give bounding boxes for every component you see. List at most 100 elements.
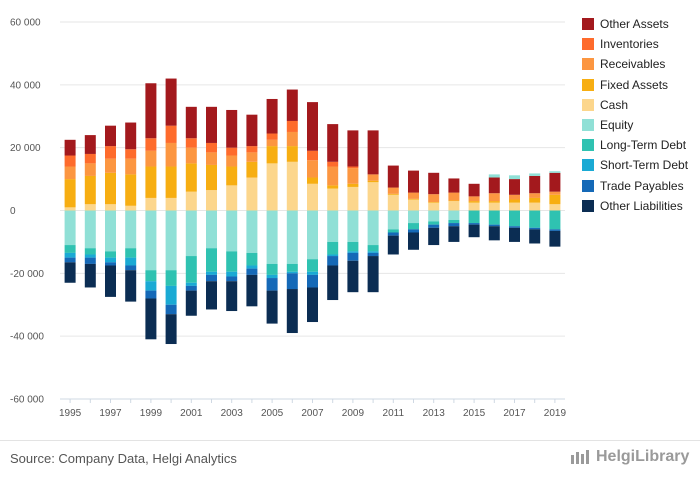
bar-inventories[interactable] xyxy=(185,138,197,148)
bar-fixed-assets[interactable] xyxy=(408,198,419,200)
bar-equity[interactable] xyxy=(206,210,217,249)
bar-trade-payables[interactable] xyxy=(105,262,116,266)
legend-item[interactable]: Equity xyxy=(582,115,700,135)
bar-other-liabilities[interactable] xyxy=(165,314,177,345)
bar-cash[interactable] xyxy=(145,197,157,211)
bar-fixed-assets[interactable] xyxy=(125,174,137,206)
bar-fixed-assets[interactable] xyxy=(145,166,157,198)
bar-other-liabilities[interactable] xyxy=(185,290,197,316)
bar-equity[interactable] xyxy=(387,210,399,230)
bar-fixed-assets[interactable] xyxy=(387,193,399,195)
bar-short-term-debt[interactable] xyxy=(206,271,217,275)
bar-trade-payables[interactable] xyxy=(226,276,238,282)
bar-long-term-debt[interactable] xyxy=(448,219,460,224)
bar-fixed-assets[interactable] xyxy=(488,201,500,203)
bar-receivables[interactable] xyxy=(387,187,399,194)
bar-equity[interactable] xyxy=(246,210,258,253)
bar-cash[interactable] xyxy=(64,207,76,211)
bar-equity[interactable] xyxy=(64,210,76,246)
legend-item[interactable]: Cash xyxy=(582,95,700,115)
bar-receivables[interactable] xyxy=(206,152,217,165)
bar-other-liabilities[interactable] xyxy=(549,230,561,247)
bar-fixed-assets[interactable] xyxy=(206,164,217,191)
bar-cash[interactable] xyxy=(286,161,298,211)
bar-short-term-debt[interactable] xyxy=(145,281,157,291)
bar-cash[interactable] xyxy=(226,185,238,211)
bar-short-term-debt[interactable] xyxy=(226,271,238,277)
bar-inventories[interactable] xyxy=(327,161,339,167)
bar-receivables[interactable] xyxy=(468,196,480,202)
bar-other-liabilities[interactable] xyxy=(145,298,157,340)
bar-long-term-debt[interactable] xyxy=(307,259,318,272)
bar-long-term-debt[interactable] xyxy=(347,241,359,252)
bar-other-liabilities[interactable] xyxy=(327,265,339,301)
bar-other-assets[interactable] xyxy=(468,183,480,197)
bar-short-term-debt[interactable] xyxy=(64,252,76,258)
bar-receivables[interactable] xyxy=(408,192,419,199)
bar-cash[interactable] xyxy=(387,194,399,211)
bar-other-liabilities[interactable] xyxy=(367,256,379,293)
bar-receivables[interactable] xyxy=(84,163,96,176)
bar-cash[interactable] xyxy=(408,199,419,211)
bar-equity[interactable] xyxy=(185,210,197,257)
bar-cash[interactable] xyxy=(185,191,197,211)
bar-receivables[interactable] xyxy=(529,193,541,198)
bar-receivables[interactable] xyxy=(286,131,298,147)
bar-long-term-debt[interactable] xyxy=(387,229,399,233)
bar-receivables[interactable] xyxy=(488,193,500,202)
bar-other-assets[interactable] xyxy=(549,172,561,192)
bar-fixed-assets[interactable] xyxy=(266,146,278,164)
bar-inventories[interactable] xyxy=(165,125,177,143)
bar-long-term-debt[interactable] xyxy=(84,248,96,255)
bar-inventories[interactable] xyxy=(84,153,96,164)
legend-item[interactable]: Long-Term Debt xyxy=(582,135,700,155)
bar-inventories[interactable] xyxy=(307,150,318,161)
bar-trade-payables[interactable] xyxy=(64,257,76,263)
bar-trade-payables[interactable] xyxy=(165,304,177,315)
bar-trade-payables[interactable] xyxy=(488,224,500,227)
bar-trade-payables[interactable] xyxy=(307,274,318,288)
bar-fixed-assets[interactable] xyxy=(367,180,379,183)
bar-long-term-debt[interactable] xyxy=(529,210,541,228)
bar-short-term-debt[interactable] xyxy=(185,282,197,286)
bar-trade-payables[interactable] xyxy=(266,278,278,291)
bar-receivables[interactable] xyxy=(64,166,76,180)
bar-long-term-debt[interactable] xyxy=(408,223,419,230)
bar-cash[interactable] xyxy=(206,190,217,211)
bar-receivables[interactable] xyxy=(226,155,238,167)
bar-trade-payables[interactable] xyxy=(408,229,419,233)
bar-inventories[interactable] xyxy=(125,149,137,159)
bar-fixed-assets[interactable] xyxy=(509,199,520,203)
bar-cash[interactable] xyxy=(266,163,278,211)
bar-receivables[interactable] xyxy=(145,150,157,167)
bar-receivables[interactable] xyxy=(428,194,440,203)
bar-cash[interactable] xyxy=(327,188,339,211)
bar-trade-payables[interactable] xyxy=(286,273,298,290)
bar-inventories[interactable] xyxy=(246,146,258,153)
bar-other-assets[interactable] xyxy=(347,130,359,167)
bar-fixed-assets[interactable] xyxy=(347,183,359,187)
bar-trade-payables[interactable] xyxy=(347,252,359,261)
bar-other-liabilities[interactable] xyxy=(286,289,298,334)
bar-trade-payables[interactable] xyxy=(529,227,541,230)
bar-other-liabilities[interactable] xyxy=(64,262,76,283)
bar-fixed-assets[interactable] xyxy=(468,201,480,203)
bar-long-term-debt[interactable] xyxy=(125,248,137,258)
bar-fixed-assets[interactable] xyxy=(165,166,177,198)
bar-equity[interactable] xyxy=(307,210,318,260)
bar-equity[interactable] xyxy=(286,210,298,264)
bar-equity[interactable] xyxy=(367,210,379,246)
bar-receivables[interactable] xyxy=(327,166,339,186)
bar-inventories[interactable] xyxy=(286,120,298,132)
bar-equity[interactable] xyxy=(428,210,440,222)
legend-item[interactable]: Inventories xyxy=(582,34,700,54)
bar-inventories[interactable] xyxy=(266,133,278,140)
bar-long-term-debt[interactable] xyxy=(266,263,278,275)
bar-fixed-assets[interactable] xyxy=(307,177,318,184)
bar-trade-payables[interactable] xyxy=(327,256,339,266)
bar-receivables[interactable] xyxy=(347,168,359,184)
bar-cash[interactable] xyxy=(488,202,500,211)
bar-other-assets[interactable] xyxy=(185,106,197,139)
bar-other-assets[interactable] xyxy=(165,78,177,126)
bar-equity[interactable] xyxy=(529,173,541,176)
